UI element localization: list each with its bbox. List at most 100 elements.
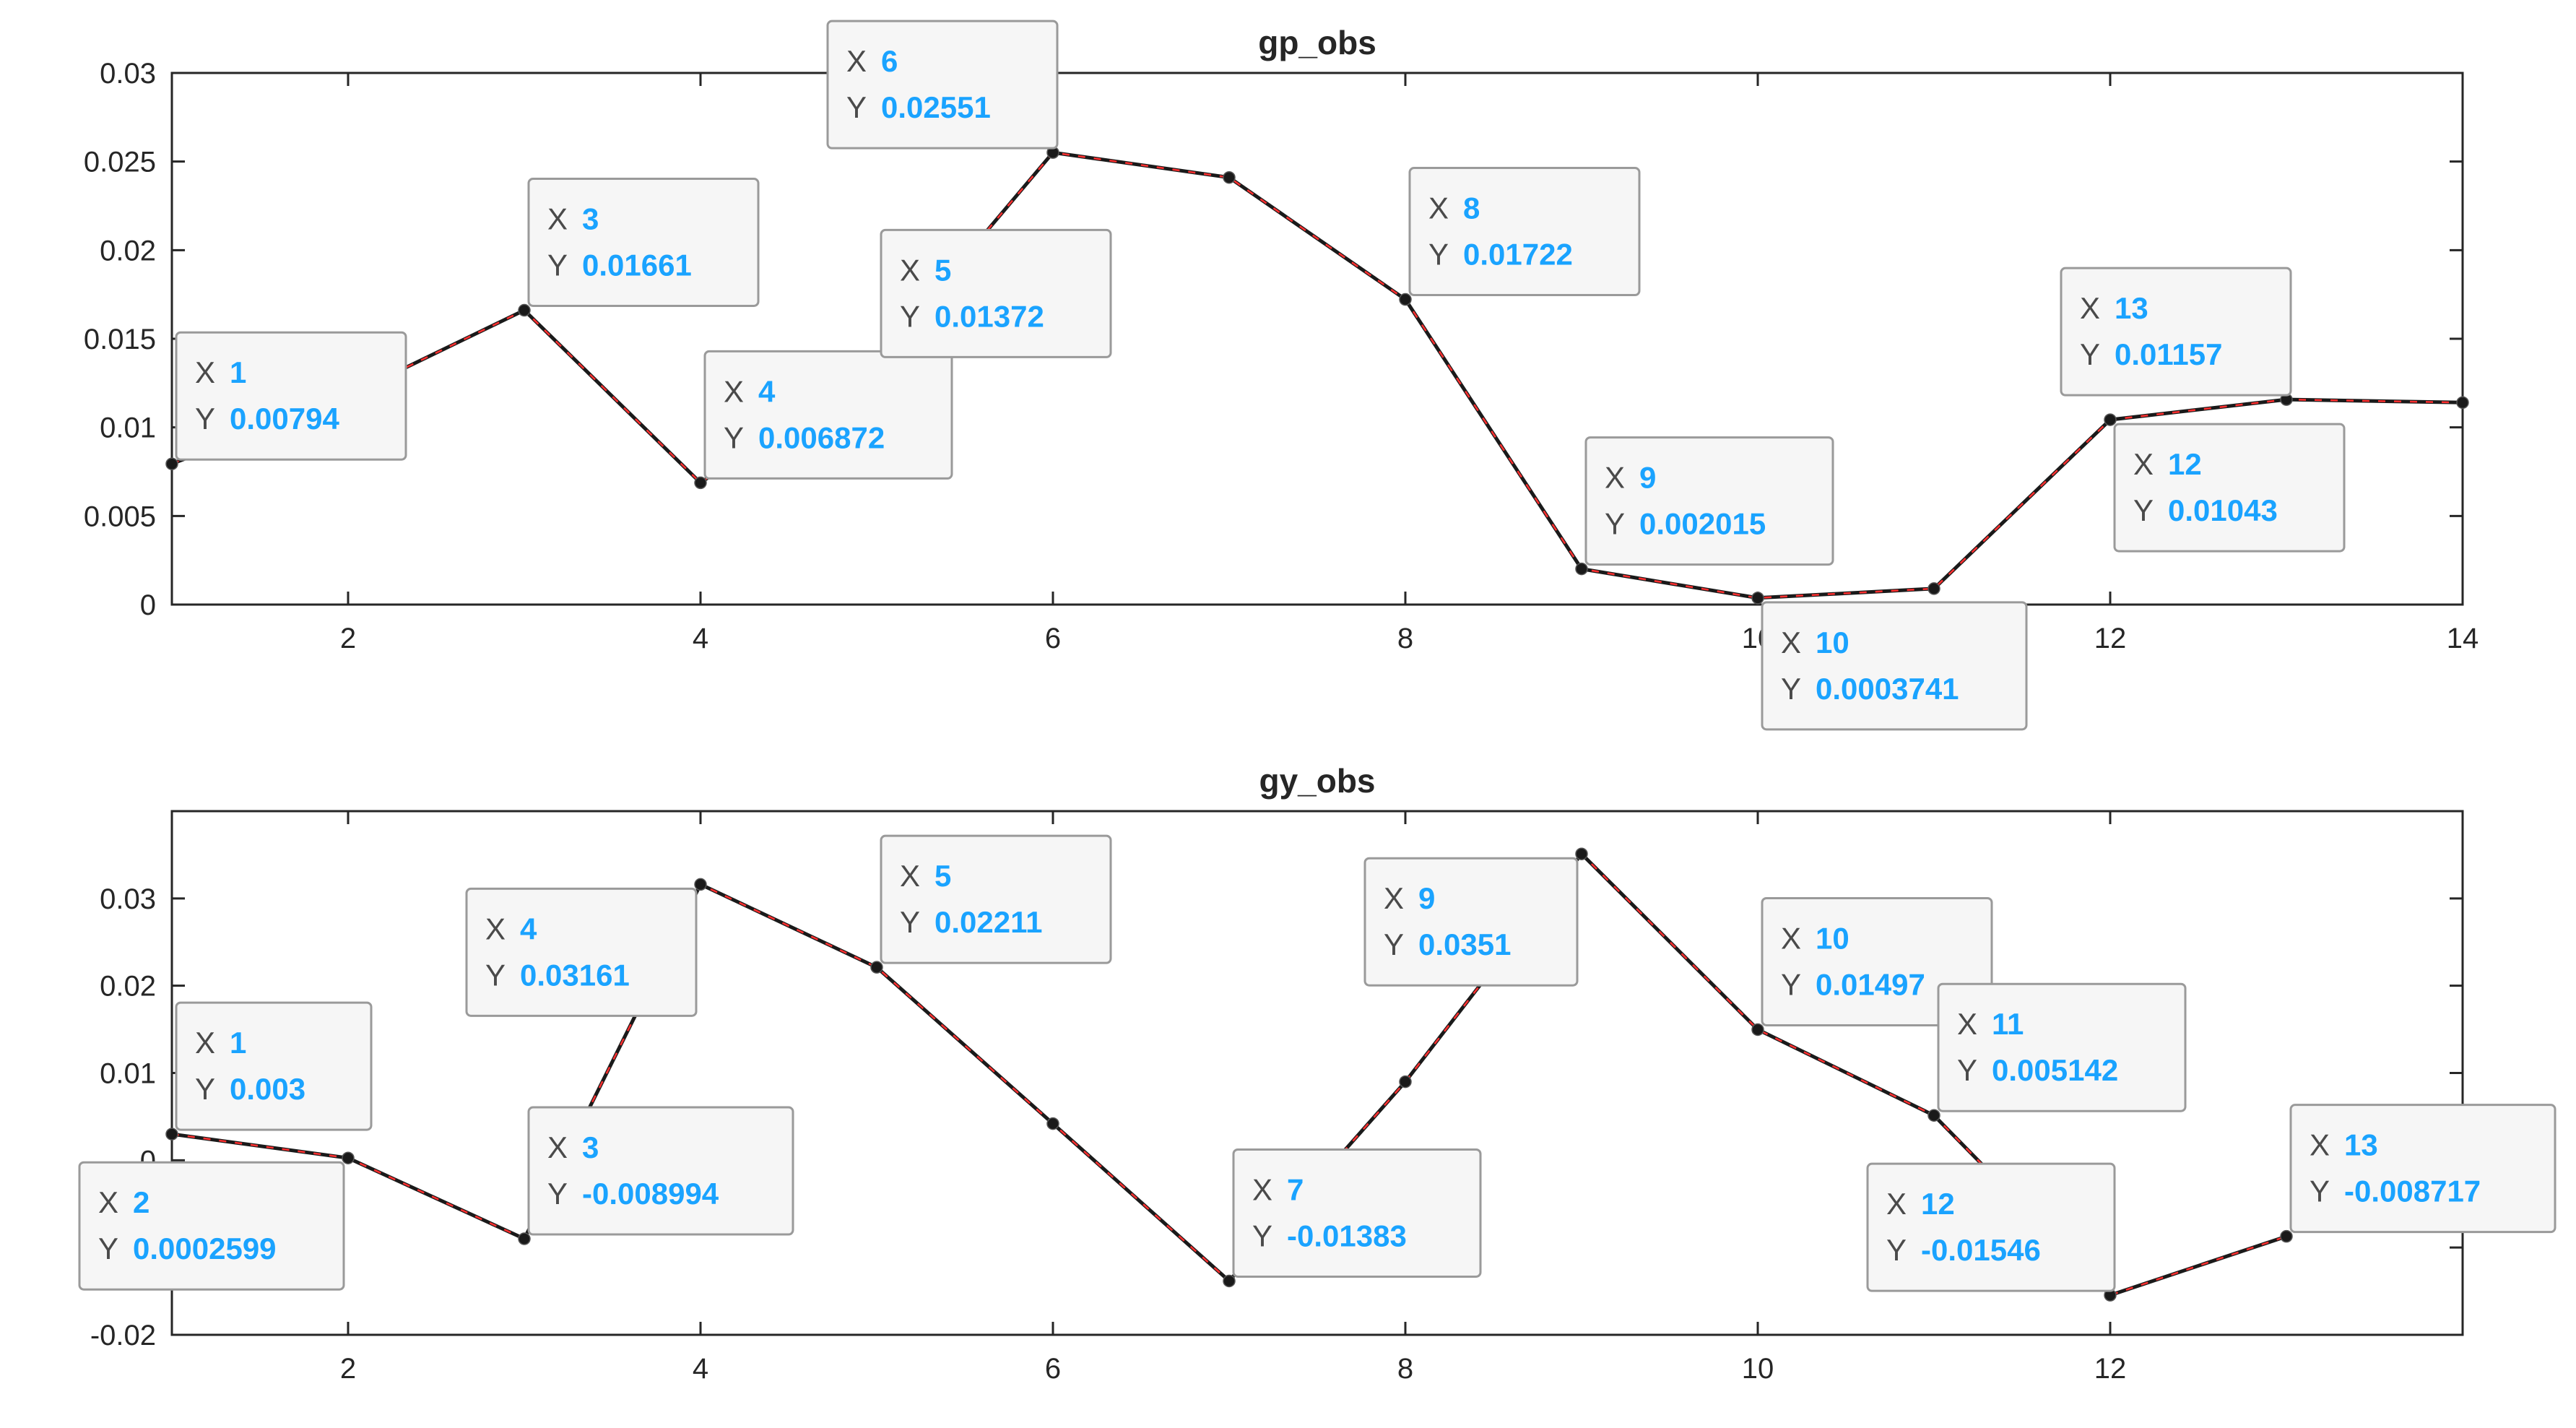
datatip-x-label: X xyxy=(1428,191,1449,225)
series-line-dashed xyxy=(171,151,2463,600)
datatip-x-value: 4 xyxy=(758,374,776,408)
datatip-x-value: 5 xyxy=(934,859,951,893)
data-point xyxy=(518,1232,531,1245)
datatip-x-label: X xyxy=(2310,1128,2330,1162)
data-point xyxy=(1927,582,1940,595)
x-tick-label: 4 xyxy=(693,623,708,654)
data-point xyxy=(342,1151,355,1164)
y-tick-label: 0.01 xyxy=(100,1058,156,1090)
y-tick-label: 0.02 xyxy=(100,971,156,1003)
datatip-y-value: -0.01546 xyxy=(1921,1233,2041,1267)
datatip-gp-obs-x1[interactable]: X 1Y 0.00794 xyxy=(175,331,407,461)
data-point xyxy=(1223,1274,1236,1288)
datatip-x-label: X xyxy=(900,859,920,893)
datatip-gy-obs-x13[interactable]: X 13 Y -0.008717 xyxy=(2289,1104,2557,1234)
data-point xyxy=(165,1128,178,1141)
datatip-box xyxy=(465,887,698,1017)
datatip-y-label: Y xyxy=(900,905,920,939)
data-point xyxy=(870,961,883,974)
datatip-box xyxy=(2113,423,2346,553)
datatip-y-label: Y xyxy=(724,420,744,454)
datatip-gy-obs-x1[interactable]: X 1Y 0.003 xyxy=(175,1001,373,1131)
data-point xyxy=(1399,293,1412,306)
datatip-x-label: X xyxy=(1605,461,1625,495)
datatip-gp-obs-x12[interactable]: X 12 Y 0.01043 xyxy=(2113,423,2346,553)
datatip-gy-obs-x9[interactable]: X 9Y 0.0351 xyxy=(1363,857,1579,987)
datatip-y-label: Y xyxy=(1781,967,1801,1001)
datatip-y-label: Y xyxy=(1384,927,1404,961)
datatip-gy-obs-x7[interactable]: X 7Y -0.01383 xyxy=(1232,1148,1482,1278)
data-point xyxy=(694,878,707,891)
datatip-y-value: -0.008994 xyxy=(582,1177,719,1211)
datatip-y-value: 0.00794 xyxy=(230,402,339,436)
datatip-y-label: Y xyxy=(98,1232,118,1265)
x-tick-label: 10 xyxy=(1742,1353,1774,1385)
datatip-x-label: X xyxy=(846,44,867,78)
datatip-box xyxy=(1408,167,1641,297)
series-gy-obs xyxy=(165,847,2293,1302)
datatip-y-label: Y xyxy=(195,402,215,436)
datatip-box xyxy=(175,331,407,461)
y-tick-label: 0.03 xyxy=(100,883,156,915)
y-tick-label: 0.005 xyxy=(84,501,156,532)
y-tick-label: 0.03 xyxy=(100,58,156,90)
datatip-gy-obs-x2[interactable]: X 2Y 0.0002599 xyxy=(78,1161,345,1291)
datatip-y-label: Y xyxy=(846,90,867,124)
datatip-box xyxy=(703,350,953,480)
datatip-y-value: 0.03161 xyxy=(520,958,630,992)
datatip-box xyxy=(1761,896,1993,1026)
datatip-y-value: 0.002015 xyxy=(1639,507,1766,541)
x-tick-label: 6 xyxy=(1045,623,1061,654)
datatip-y-label: Y xyxy=(1957,1053,1977,1087)
datatip-gp-obs-x8[interactable]: X 8Y 0.01722 xyxy=(1408,167,1641,297)
datatip-x-label: X xyxy=(1781,921,1801,955)
datatip-y-label: Y xyxy=(1781,672,1801,706)
datatip-gy-obs-x10[interactable]: X 10 Y 0.01497 xyxy=(1761,896,1993,1026)
datatip-gy-obs-x4[interactable]: X 4Y 0.03161 xyxy=(465,887,698,1017)
datatip-gp-obs-x13[interactable]: X 13 Y 0.01157 xyxy=(2060,267,2292,397)
datatip-box xyxy=(1584,436,1834,566)
datatip-gp-obs-x10[interactable]: X 10 Y 0.0003741 xyxy=(1761,601,2028,731)
y-tick-label: -0.02 xyxy=(90,1320,156,1351)
datatip-x-label: X xyxy=(1886,1187,1907,1221)
datatip-gy-obs-x11[interactable]: X 11 Y 0.005142 xyxy=(1937,982,2187,1112)
data-point xyxy=(1223,170,1236,184)
datatip-y-value: 0.02551 xyxy=(881,90,991,124)
datatip-x-value: 11 xyxy=(1992,1007,2024,1041)
datatip-gp-obs-x4[interactable]: X 4Y 0.006872 xyxy=(703,350,953,480)
data-point xyxy=(2280,1229,2293,1243)
data-point xyxy=(518,303,531,317)
datatip-x-label: X xyxy=(195,1026,215,1060)
datatip-x-label: X xyxy=(2133,447,2154,481)
datatip-x-value: 6 xyxy=(881,44,898,78)
chart-title-gp-obs: gp_obs xyxy=(1258,24,1376,61)
datatip-x-value: 5 xyxy=(934,253,951,287)
x-tick-label: 12 xyxy=(2094,1353,2127,1385)
datatip-gp-obs-x6[interactable]: X 6Y 0.02551 xyxy=(826,20,1059,150)
datatip-gp-obs-x5[interactable]: X 5Y 0.01372 xyxy=(880,228,1112,358)
datatip-box xyxy=(2289,1104,2557,1234)
datatip-gy-obs-x5[interactable]: X 5Y 0.02211 xyxy=(880,834,1112,964)
datatip-gp-obs-x3[interactable]: X 3Y 0.01661 xyxy=(527,178,760,308)
datatip-y-value: 0.003 xyxy=(230,1072,305,1106)
y-tick-label: 0 xyxy=(140,589,156,621)
datatip-gy-obs-x12[interactable]: X 12 Y -0.01546 xyxy=(1866,1162,2116,1292)
datatip-y-value: 0.0351 xyxy=(1418,927,1511,961)
data-point xyxy=(1575,562,1588,576)
datatip-x-value: 10 xyxy=(1816,626,1849,659)
datatip-box xyxy=(1866,1162,2116,1292)
datatip-x-value: 9 xyxy=(1639,461,1656,495)
datatip-x-label: X xyxy=(547,202,568,236)
datatip-y-label: Y xyxy=(1252,1219,1272,1252)
datatip-y-value: 0.0003741 xyxy=(1816,672,1959,706)
datatip-y-value: 0.0002599 xyxy=(133,1232,277,1265)
datatip-x-label: X xyxy=(900,253,920,287)
datatip-x-label: X xyxy=(2080,291,2100,325)
x-tick-label: 6 xyxy=(1045,1353,1061,1385)
datatip-x-label: X xyxy=(1384,881,1404,915)
datatip-y-value: 0.02211 xyxy=(934,905,1043,939)
datatip-gy-obs-x3[interactable]: X 3Y -0.008994 xyxy=(527,1106,794,1236)
datatip-gp-obs-x9[interactable]: X 9Y 0.002015 xyxy=(1584,436,1834,566)
